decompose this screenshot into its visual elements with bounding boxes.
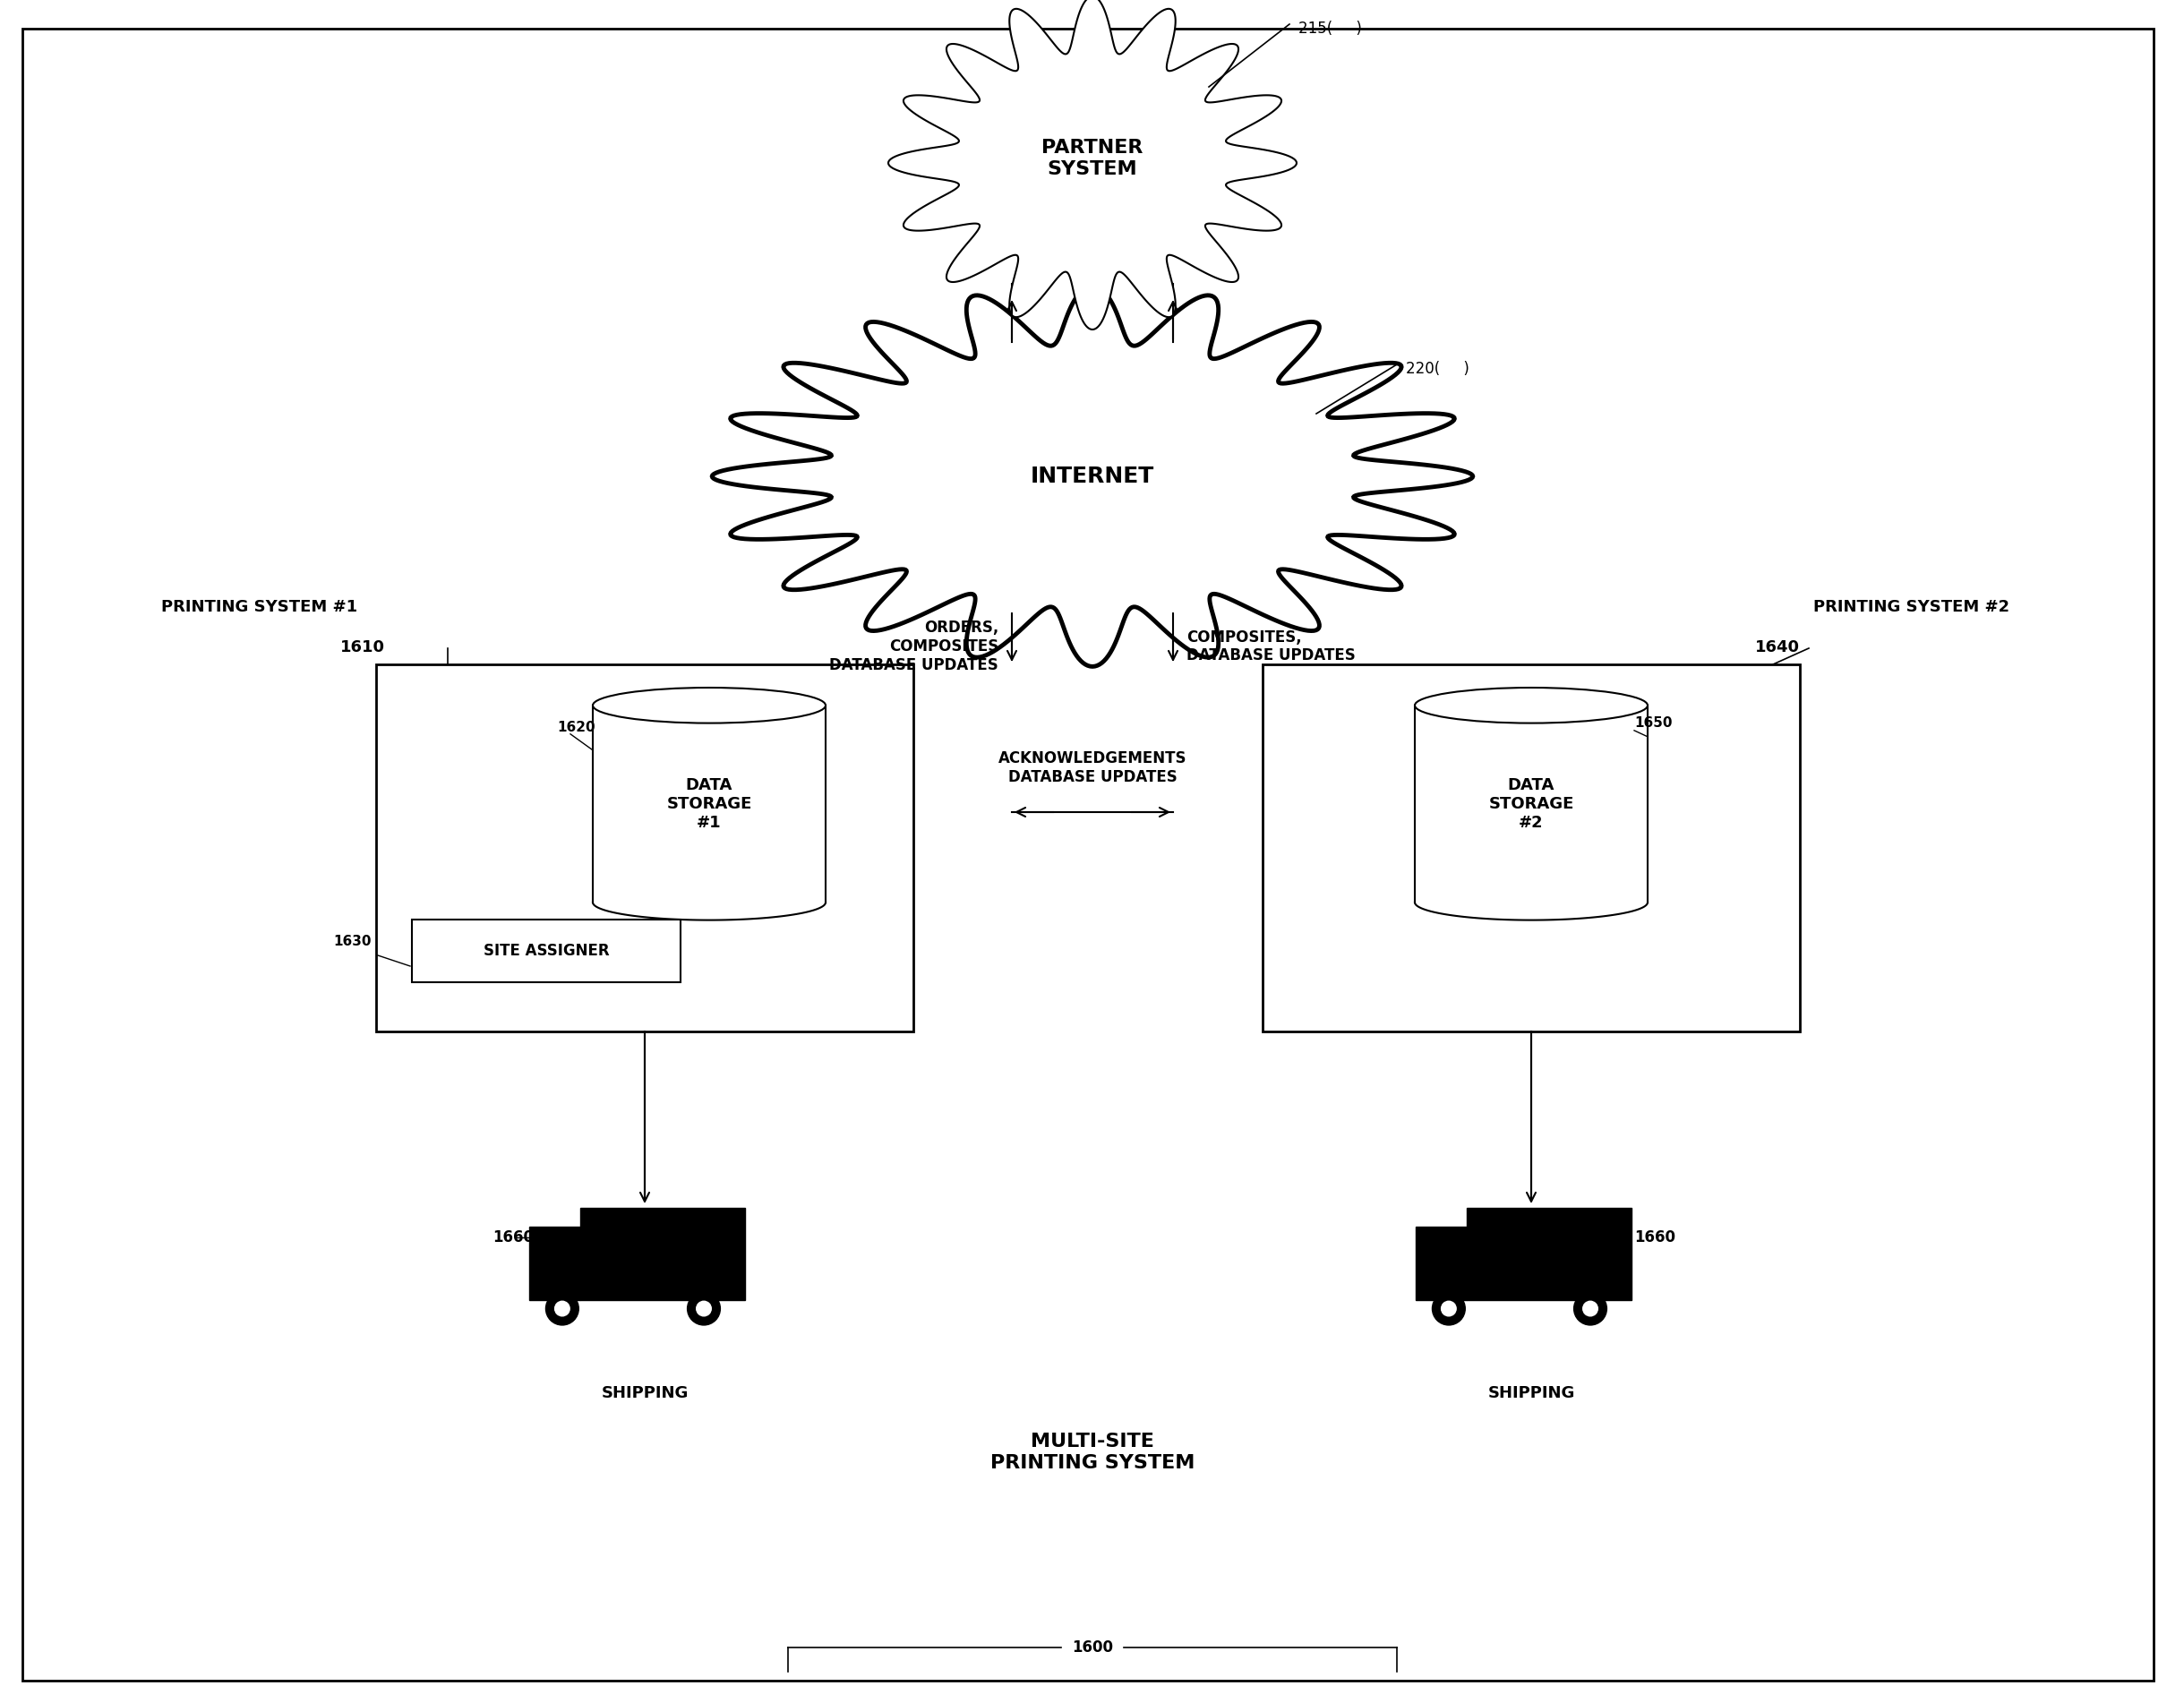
Text: ACKNOWLEDGEMENTS
DATABASE UPDATES: ACKNOWLEDGEMENTS DATABASE UPDATES — [998, 751, 1186, 785]
Text: 1620: 1620 — [557, 720, 594, 734]
Ellipse shape — [1415, 688, 1647, 724]
Bar — [413, 920, 681, 983]
Circle shape — [546, 1293, 579, 1325]
FancyBboxPatch shape — [1415, 705, 1647, 903]
Text: SHIPPING: SHIPPING — [601, 1385, 688, 1402]
Text: ORDERS,
COMPOSITES
DATABASE UPDATES: ORDERS, COMPOSITES DATABASE UPDATES — [830, 620, 998, 673]
Text: MULTI-SITE
PRINTING SYSTEM: MULTI-SITE PRINTING SYSTEM — [989, 1432, 1195, 1471]
Text: COMPOSITES,
DATABASE UPDATES: COMPOSITES, DATABASE UPDATES — [1186, 628, 1356, 664]
Text: 1660: 1660 — [1634, 1230, 1675, 1245]
Text: SITE ASSIGNER: SITE ASSIGNER — [483, 943, 609, 959]
Text: 1650: 1650 — [1634, 717, 1673, 731]
Text: DATA
STORAGE
#2: DATA STORAGE #2 — [1489, 777, 1575, 831]
Bar — [1262, 664, 1800, 1032]
Bar — [529, 1226, 581, 1301]
Text: 1640: 1640 — [1756, 639, 1800, 656]
Text: SHIPPING: SHIPPING — [1487, 1385, 1575, 1402]
Bar — [581, 1207, 745, 1301]
Ellipse shape — [594, 690, 823, 722]
Bar — [1415, 1226, 1468, 1301]
PathPatch shape — [889, 0, 1297, 329]
Text: PARTNER
SYSTEM: PARTNER SYSTEM — [1042, 140, 1142, 177]
Ellipse shape — [592, 688, 826, 724]
Text: 1660: 1660 — [494, 1230, 533, 1245]
Text: 1600: 1600 — [1072, 1640, 1114, 1655]
Text: 1610: 1610 — [341, 639, 384, 656]
Text: INTERNET: INTERNET — [1031, 465, 1155, 487]
Circle shape — [1441, 1301, 1457, 1316]
Text: 220(     ): 220( ) — [1406, 361, 1470, 376]
Text: PRINTING SYSTEM #1: PRINTING SYSTEM #1 — [162, 599, 358, 615]
Ellipse shape — [1415, 690, 1647, 722]
Bar — [376, 664, 913, 1032]
Circle shape — [555, 1301, 570, 1316]
Text: 1630: 1630 — [334, 935, 371, 949]
PathPatch shape — [712, 286, 1472, 666]
Circle shape — [688, 1293, 721, 1325]
Text: DATA
STORAGE
#1: DATA STORAGE #1 — [666, 777, 751, 831]
Circle shape — [697, 1301, 712, 1316]
Text: 215(     ): 215( ) — [1299, 20, 1363, 37]
Circle shape — [1575, 1293, 1607, 1325]
FancyBboxPatch shape — [592, 705, 826, 903]
Circle shape — [1583, 1301, 1599, 1316]
Bar — [1468, 1207, 1631, 1301]
Circle shape — [1433, 1293, 1465, 1325]
Text: PRINTING SYSTEM #2: PRINTING SYSTEM #2 — [1813, 599, 2009, 615]
